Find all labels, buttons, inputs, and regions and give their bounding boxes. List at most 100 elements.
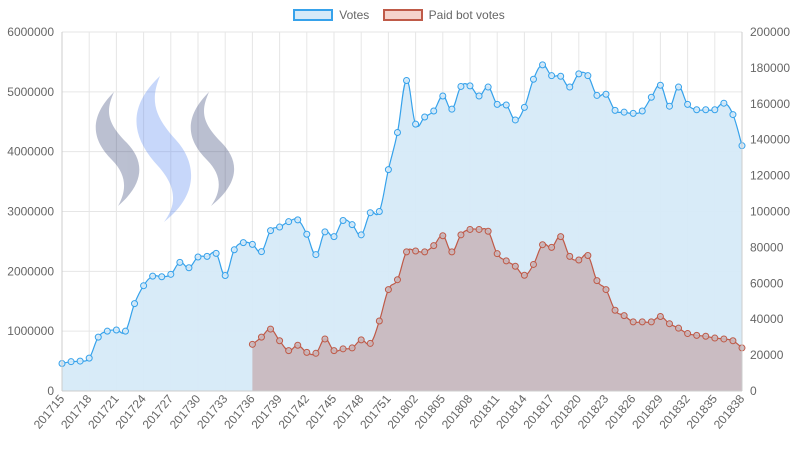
votes-point: [112, 326, 120, 334]
votes-point: [176, 258, 184, 266]
paid-bot-votes-point: [629, 318, 637, 326]
paid-bot-votes-point: [729, 337, 737, 345]
votes-point: [221, 272, 229, 280]
votes-point: [248, 240, 256, 248]
votes-point: [593, 91, 601, 99]
y-right-tick-label: 100000: [750, 205, 790, 219]
steem-logo-left-stroke: [95, 92, 140, 206]
paid-bot-votes-point: [548, 243, 556, 251]
y-left-tick-label: 5000000: [7, 85, 54, 99]
votes-point: [339, 216, 347, 224]
votes-point: [584, 72, 592, 80]
votes-point: [321, 228, 329, 236]
votes-point: [185, 264, 193, 272]
paid-bot-votes-point: [493, 250, 501, 258]
votes-point: [366, 209, 374, 217]
votes-point: [539, 61, 547, 69]
legend-item-paid-bot-votes[interactable]: Paid bot votes: [382, 8, 505, 22]
votes-point: [421, 113, 429, 121]
paid-bot-votes-area: [252, 228, 742, 391]
legend-swatch-votes: [293, 9, 334, 21]
paid-bot-votes-point: [684, 330, 692, 338]
paid-bot-votes-point: [638, 318, 646, 326]
y-right-tick-label: 180000: [750, 61, 790, 75]
paid-bot-votes-point: [466, 225, 474, 233]
votes-point: [693, 106, 701, 114]
votes-point: [575, 70, 583, 78]
paid-bot-votes-point: [339, 345, 347, 353]
votes-point: [638, 107, 646, 115]
votes-point: [403, 76, 411, 84]
paid-bot-votes-point: [620, 312, 628, 320]
votes-point: [457, 82, 465, 90]
votes-point: [167, 270, 175, 278]
paid-bot-votes-point: [711, 334, 719, 342]
votes-point: [602, 90, 610, 98]
votes-point: [303, 230, 311, 238]
paid-bot-votes-point: [375, 317, 383, 325]
paid-bot-votes-point: [693, 331, 701, 339]
paid-bot-votes-point: [330, 347, 338, 355]
paid-bot-votes-point: [520, 271, 528, 279]
votes-point: [566, 83, 574, 91]
paid-bot-votes-point: [702, 332, 710, 340]
paid-bot-votes-point: [321, 335, 329, 343]
votes-point: [393, 129, 401, 137]
votes-point: [384, 166, 392, 174]
paid-bot-votes-point: [276, 337, 284, 345]
y-right-tick-label: 80000: [750, 240, 784, 254]
votes-point: [140, 282, 148, 290]
y-left-tick-label: 3000000: [7, 205, 54, 219]
legend-item-votes[interactable]: Votes: [293, 8, 369, 22]
votes-point: [611, 106, 619, 114]
paid-bot-votes-point: [303, 348, 311, 356]
paid-bot-votes-point: [457, 231, 465, 239]
votes-point: [484, 83, 492, 91]
paid-bot-votes-point: [656, 313, 664, 321]
votes-point: [276, 223, 284, 231]
votes-point: [194, 253, 202, 261]
paid-bot-votes-point: [539, 241, 547, 249]
legend-swatch-paid-bot-votes: [382, 9, 423, 21]
votes-point: [548, 72, 556, 80]
votes-point: [330, 233, 338, 241]
paid-bot-votes-point: [665, 320, 673, 328]
votes-point: [629, 109, 637, 117]
steem-logo-watermark: [95, 76, 235, 222]
votes-point: [656, 81, 664, 89]
votes-point: [348, 221, 356, 229]
votes-point: [131, 300, 139, 308]
paid-bot-votes-point: [248, 340, 256, 348]
steem-logo-middle-stroke: [136, 76, 192, 222]
paid-bot-votes-point: [475, 225, 483, 233]
votes-point: [257, 248, 265, 256]
votes-point: [375, 208, 383, 215]
votes-point: [529, 75, 537, 83]
paid-bot-votes-point: [257, 333, 265, 341]
votes-point: [511, 116, 519, 124]
paid-bot-votes-point: [393, 276, 401, 284]
votes-point: [448, 105, 456, 113]
y-left-tick-label: 1000000: [7, 324, 54, 338]
votes-point: [729, 111, 737, 119]
votes-point: [267, 227, 275, 235]
votes-point: [149, 272, 157, 280]
votes-point: [294, 216, 302, 224]
y-left-tick-label: 6000000: [7, 25, 54, 39]
votes-point: [675, 83, 683, 91]
paid-bot-votes-point: [575, 256, 583, 264]
legend-label-votes: Votes: [339, 8, 370, 22]
votes-point: [430, 107, 438, 115]
votes-point: [312, 251, 320, 259]
paid-bot-votes-point: [294, 341, 302, 349]
paid-bot-votes-point: [312, 349, 320, 357]
paid-bot-votes-point: [484, 227, 492, 235]
paid-bot-votes-point: [529, 260, 537, 268]
paid-bot-votes-point: [384, 286, 392, 294]
paid-bot-votes-point: [285, 347, 293, 355]
votes-point: [103, 327, 111, 335]
series-points: [58, 61, 746, 367]
paid-bot-votes-point: [611, 306, 619, 314]
votes-point: [94, 333, 102, 341]
